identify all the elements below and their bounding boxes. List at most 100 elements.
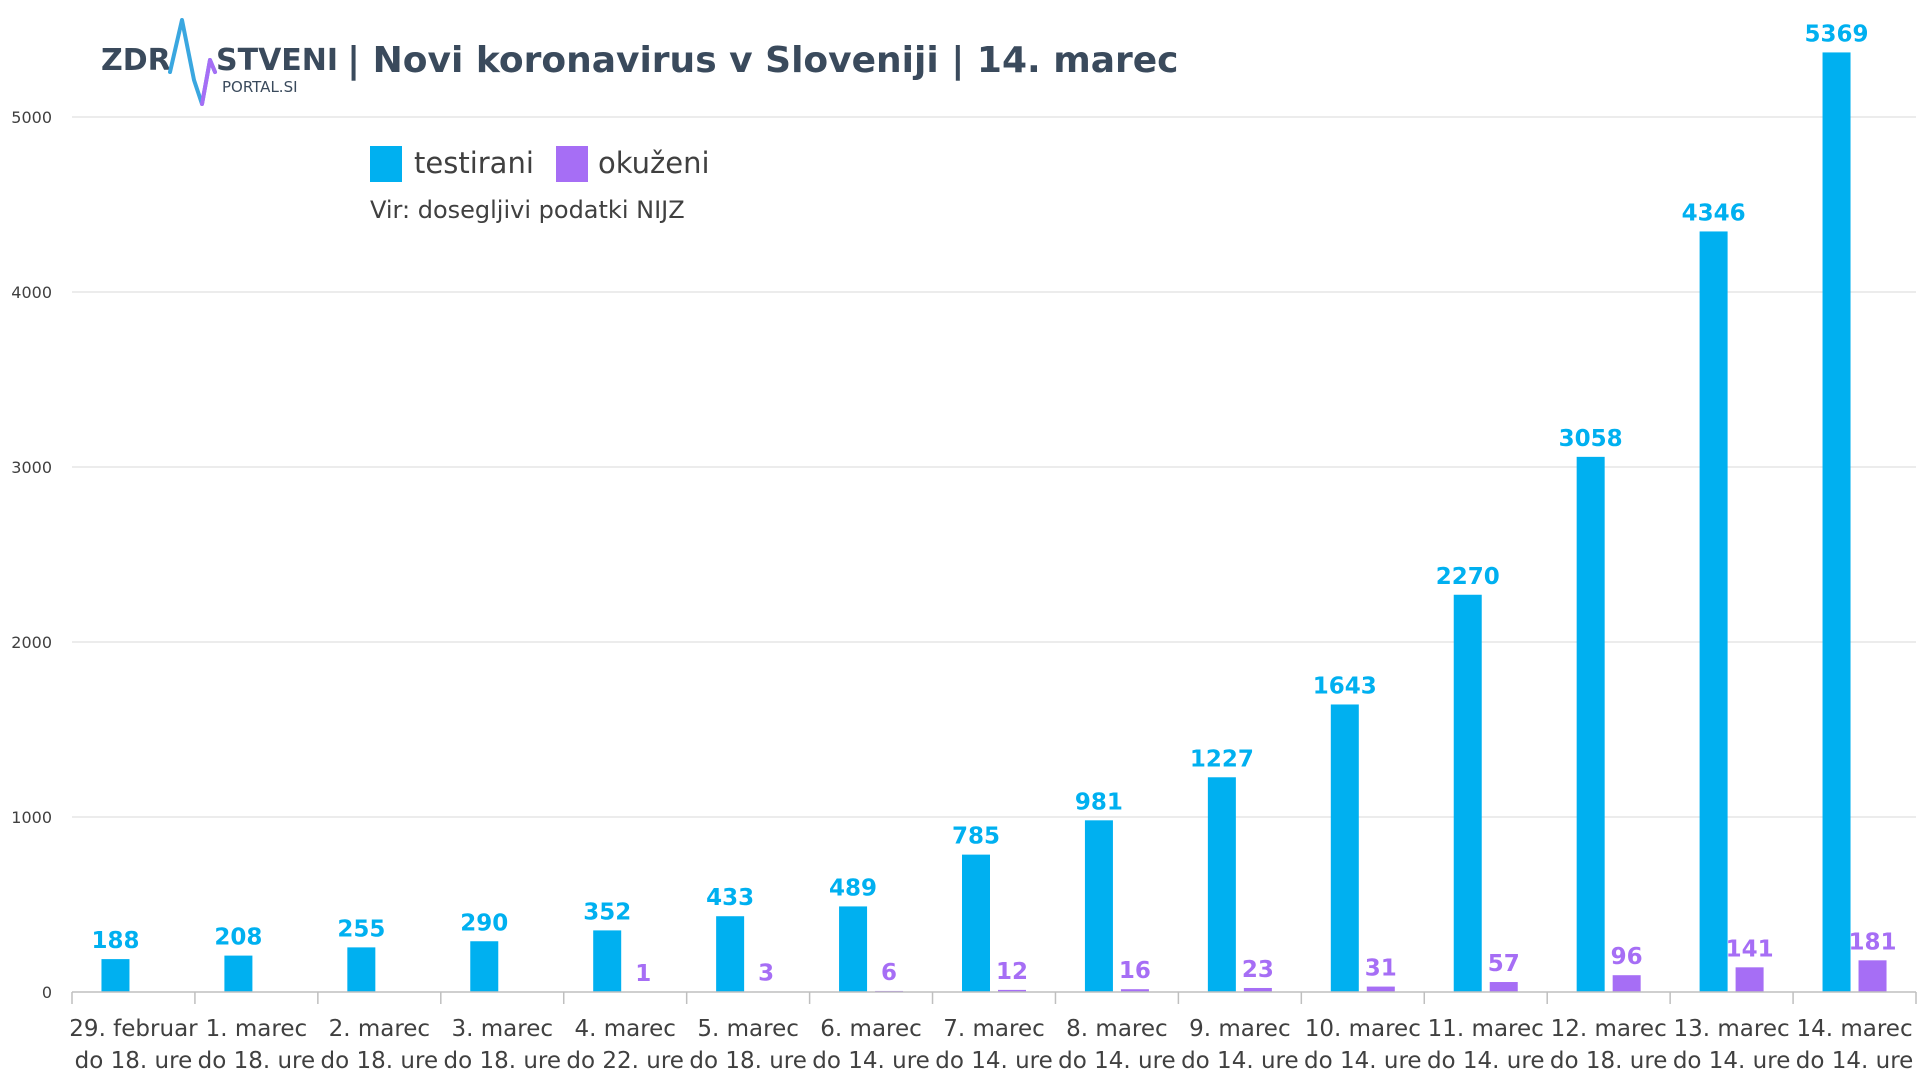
bar-testirani xyxy=(101,959,130,992)
logo-text-left: ZDR xyxy=(101,43,171,78)
x-tick-label: 11. marec xyxy=(1428,1016,1544,1042)
bar-testirani xyxy=(1084,820,1113,992)
x-tick-label: 29. februar xyxy=(69,1016,198,1042)
bar-testirani xyxy=(1822,52,1851,993)
x-tick-label: do 18. ure xyxy=(198,1048,316,1074)
x-tick-label: do 18. ure xyxy=(443,1048,561,1074)
bar-testirani xyxy=(593,930,622,992)
gridlines xyxy=(72,116,1916,818)
data-label-testirani: 433 xyxy=(706,885,754,911)
x-tick-label: do 22. ure xyxy=(566,1048,684,1074)
y-tick-label: 1000 xyxy=(11,808,52,827)
bar-testirani xyxy=(1207,777,1236,992)
bar-testirani xyxy=(1330,704,1359,992)
data-label-testirani: 352 xyxy=(583,899,631,925)
data-label-okuzeni: 96 xyxy=(1611,944,1643,970)
chart-title: | Novi koronavirus v Sloveniji | 14. mar… xyxy=(347,40,1179,81)
x-tick-label: 3. marec xyxy=(452,1016,554,1042)
x-tick-label: do 18. ure xyxy=(321,1048,439,1074)
x-tick-label: do 14. ure xyxy=(1304,1048,1422,1074)
bar-testirani xyxy=(1576,456,1605,993)
bar-testirani xyxy=(1453,594,1482,992)
x-tick-label: 1. marec xyxy=(206,1016,308,1042)
y-tick-label: 5000 xyxy=(11,108,52,127)
bar-okuzeni xyxy=(1858,960,1887,992)
bar-testirani xyxy=(962,854,990,992)
data-label-testirani: 4346 xyxy=(1682,200,1746,226)
logo: ZDR STVENI PORTAL.SI xyxy=(101,18,338,106)
x-tick-label: do 18. ure xyxy=(689,1048,807,1074)
bar-okuzeni xyxy=(1735,967,1764,992)
data-label-okuzeni: 12 xyxy=(996,959,1028,985)
x-tick-label: do 14. ure xyxy=(1058,1048,1176,1074)
data-label-testirani: 489 xyxy=(829,875,877,901)
data-label-testirani: 1227 xyxy=(1190,746,1254,772)
x-tick-label: do 14. ure xyxy=(1427,1048,1545,1074)
data-label-okuzeni: 1 xyxy=(635,961,651,987)
logo-text-right: STVENI xyxy=(216,43,338,78)
bar-testirani xyxy=(470,941,499,992)
data-label-testirani: 255 xyxy=(337,916,385,942)
source-note: Vir: dosegljivi podatki NIJZ xyxy=(370,196,685,224)
bar-okuzeni xyxy=(1366,986,1395,992)
legend-label-testirani: testirani xyxy=(414,146,534,180)
x-tick-label: 5. marec xyxy=(697,1016,799,1042)
legend-swatch-okuzeni xyxy=(556,146,588,182)
data-label-testirani: 2270 xyxy=(1436,564,1500,590)
x-tick-label: 6. marec xyxy=(820,1016,922,1042)
data-label-okuzeni: 3 xyxy=(758,960,774,986)
data-label-testirani: 188 xyxy=(91,928,139,954)
x-tick-label: do 14. ure xyxy=(1673,1048,1791,1074)
bar-testirani xyxy=(716,916,745,992)
y-tick-label: 0 xyxy=(42,983,52,1002)
legend-label-okuzeni: okuženi xyxy=(598,146,710,180)
x-tick-label: 7. marec xyxy=(943,1016,1045,1042)
bar-testirani xyxy=(1699,231,1728,992)
x-tick-label: do 14. ure xyxy=(1181,1048,1299,1074)
bar-okuzeni xyxy=(1243,987,1272,992)
data-label-testirani: 208 xyxy=(214,925,262,951)
x-tick-label: 2. marec xyxy=(329,1016,431,1042)
x-tick-label: 12. marec xyxy=(1551,1016,1667,1042)
data-label-okuzeni: 23 xyxy=(1242,957,1274,983)
data-labels: 188 208 255 290 352 433 489 785 981 1227 1643 2270 3… xyxy=(91,21,1896,986)
logo-pulse-accent-icon xyxy=(200,58,217,106)
data-label-testirani: 785 xyxy=(952,824,1000,850)
bar-okuzeni xyxy=(998,989,1026,992)
data-label-okuzeni: 181 xyxy=(1849,929,1897,955)
bar-testirani xyxy=(839,906,868,992)
legend-swatch-testirani xyxy=(370,146,402,182)
x-tick-label: 4. marec xyxy=(574,1016,676,1042)
data-label-testirani: 290 xyxy=(460,910,508,936)
x-tick-label: do 18. ure xyxy=(75,1048,193,1074)
x-tick-label: do 18. ure xyxy=(1550,1048,1668,1074)
bar-okuzeni xyxy=(1489,982,1518,992)
bars xyxy=(101,52,1887,993)
data-label-testirani: 981 xyxy=(1075,789,1123,815)
x-tick-label: 13. marec xyxy=(1674,1016,1790,1042)
legend: testirani okuženi Vir: dosegljivi podatk… xyxy=(370,146,710,224)
bar-testirani xyxy=(224,955,253,992)
y-tick-label: 4000 xyxy=(11,283,52,302)
x-tick-label: do 14. ure xyxy=(1796,1048,1914,1074)
logo-subtext: PORTAL.SI xyxy=(222,78,298,96)
x-tick-label: 8. marec xyxy=(1066,1016,1168,1042)
x-tick-label: 10. marec xyxy=(1305,1016,1421,1042)
data-label-okuzeni: 57 xyxy=(1488,951,1520,977)
data-label-okuzeni: 6 xyxy=(881,960,897,986)
data-label-testirani: 1643 xyxy=(1313,673,1377,699)
y-tick-label: 3000 xyxy=(11,458,52,477)
x-tick-label: do 14. ure xyxy=(812,1048,930,1074)
data-label-testirani: 3058 xyxy=(1559,426,1623,452)
data-label-okuzeni: 31 xyxy=(1365,956,1397,982)
x-tick-label: do 14. ure xyxy=(935,1048,1053,1074)
y-tick-label: 2000 xyxy=(11,633,52,652)
x-tick-label: 14. marec xyxy=(1796,1016,1912,1042)
data-label-testirani: 5369 xyxy=(1805,21,1869,47)
bar-okuzeni xyxy=(1612,975,1641,992)
bar-testirani xyxy=(347,947,376,992)
data-label-okuzeni: 141 xyxy=(1726,936,1774,962)
